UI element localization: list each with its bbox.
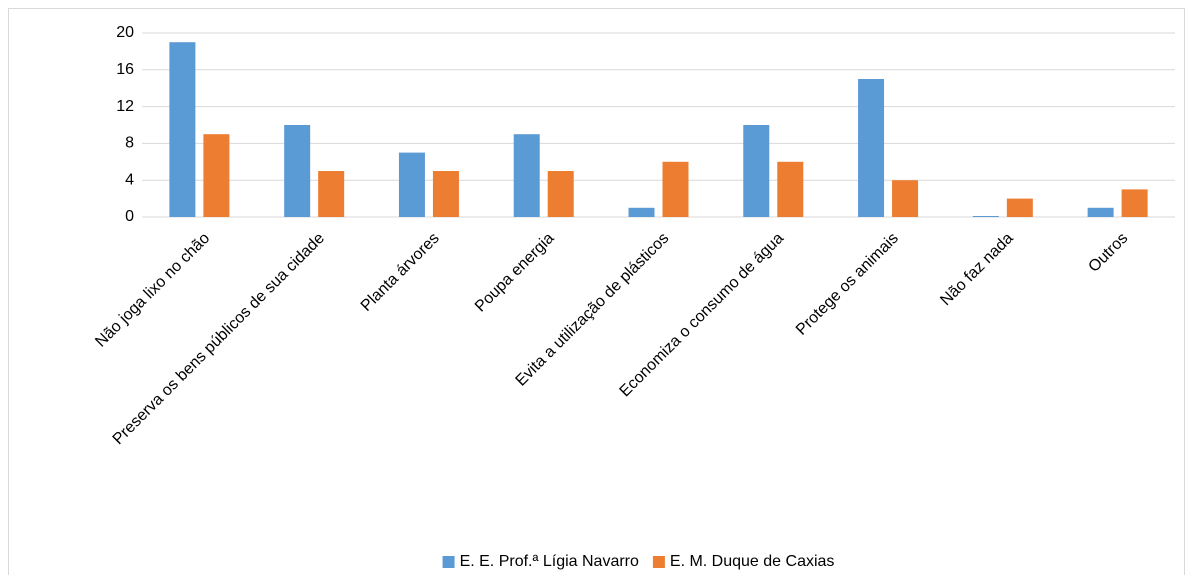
bar [892,180,919,217]
x-tick-label: Preserva os bens públicos de sua cidade [110,230,328,448]
bar [743,125,770,217]
bar [777,161,804,217]
x-tick-label: Não joga lixo no chão [92,230,213,351]
bar [1121,189,1148,217]
bar [662,161,689,217]
legend: E. E. Prof.ª Lígia Navarro E. M. Duque de… [442,553,835,570]
bar [284,125,311,217]
y-tick-label: 0 [125,208,134,225]
y-tick-label: 20 [116,24,134,41]
y-tick-label: 16 [116,61,134,78]
bar [1087,207,1114,217]
legend-label: E. E. Prof.ª Lígia Navarro [460,553,639,570]
bar [628,207,655,217]
bar [547,171,574,217]
bar [432,171,459,217]
bar [972,216,999,217]
bar [1006,198,1033,217]
y-tick-label: 8 [125,135,134,152]
bar [858,79,885,217]
bar [203,134,230,217]
bar [318,171,345,217]
bar [513,134,540,217]
chart-frame [8,8,1185,575]
bar [169,42,196,218]
y-tick-label: 4 [125,171,134,188]
x-tick-label: Outros [1085,230,1131,276]
x-tick-label: Poupa energia [472,230,558,316]
legend-label: E. M. Duque de Caxias [670,553,835,570]
legend-swatch [652,556,665,568]
legend-swatch [442,556,455,568]
bar [398,152,425,217]
y-tick-label: 12 [116,98,134,115]
x-tick-label: Não faz nada [937,230,1016,309]
x-tick-label: Protege os animais [793,230,902,339]
x-tick-label: Planta árvores [358,230,443,315]
